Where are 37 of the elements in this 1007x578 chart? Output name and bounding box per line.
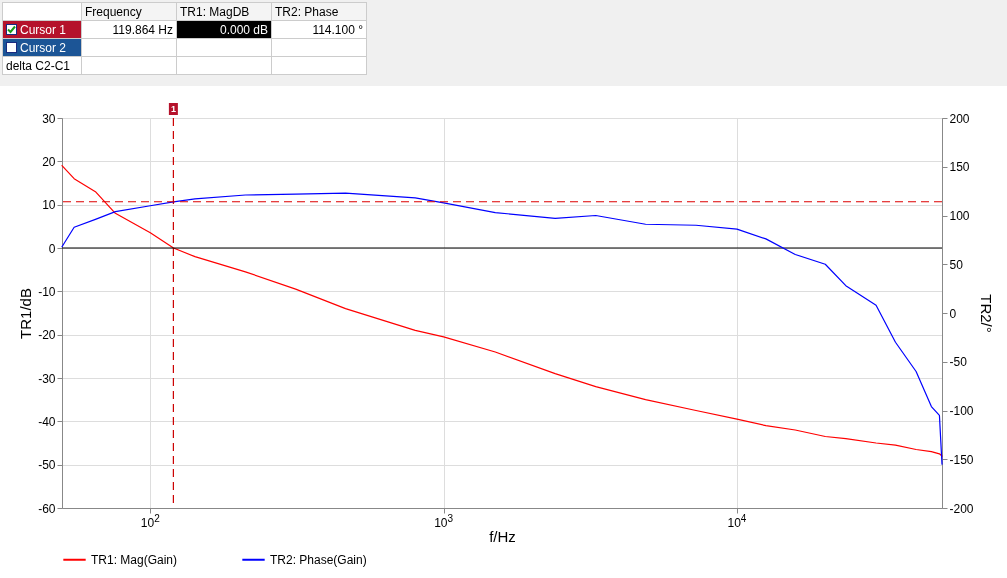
y-axis-title: TR1/dB [17, 288, 35, 339]
y2-tick-label: 100 [949, 209, 970, 223]
y-tick-label: -20 [38, 328, 56, 343]
legend-label: TR1: Mag(Gain) [91, 552, 178, 567]
y-tick-label: 0 [48, 241, 56, 256]
x-tick-label: 10$^{4}$ [727, 513, 747, 530]
y2-tick-label: -200 [949, 501, 974, 516]
x-axis-title: f/Hz [489, 528, 516, 545]
text: 114.100 ° [271, 20, 367, 39]
y2-tick-label: 200 [949, 111, 970, 126]
y-tick-label: -60 [38, 501, 56, 516]
text: 0.000 dB [176, 20, 272, 39]
text: Cursor 2 [2, 38, 82, 57]
y-tick-label: 20 [42, 154, 56, 169]
y-tick-label: -40 [38, 414, 56, 429]
y2-tick-label: -100 [949, 404, 974, 418]
text: 1 [170, 104, 176, 114]
y2-axis-title: TR2/° [977, 294, 995, 333]
y2-tick-label: 50 [949, 257, 964, 272]
text: 119.864 Hz [81, 20, 177, 39]
y-tick-label: -50 [38, 458, 56, 473]
text: TR2: Phase [271, 2, 367, 21]
text: Frequency [81, 2, 177, 21]
y2-tick-label: -50 [949, 355, 968, 370]
text: Cursor 1 [2, 20, 82, 39]
y2-tick-label: 150 [949, 160, 970, 175]
text: delta C2-C1 [2, 56, 82, 75]
y-tick-label: 30 [42, 111, 56, 126]
y-tick-label: -30 [38, 371, 56, 386]
y-tick-label: 10 [42, 198, 56, 213]
x-tick-label: 10$^{2}$ [140, 513, 160, 530]
legend-label: TR2: Phase(Gain) [270, 552, 367, 567]
y2-tick-label: -150 [949, 452, 974, 467]
text: TR1: MagDB [176, 2, 272, 21]
x-tick-label: 10$^{3}$ [434, 513, 454, 530]
y-tick-label: -10 [38, 284, 56, 299]
y2-tick-label: 0 [949, 306, 957, 321]
